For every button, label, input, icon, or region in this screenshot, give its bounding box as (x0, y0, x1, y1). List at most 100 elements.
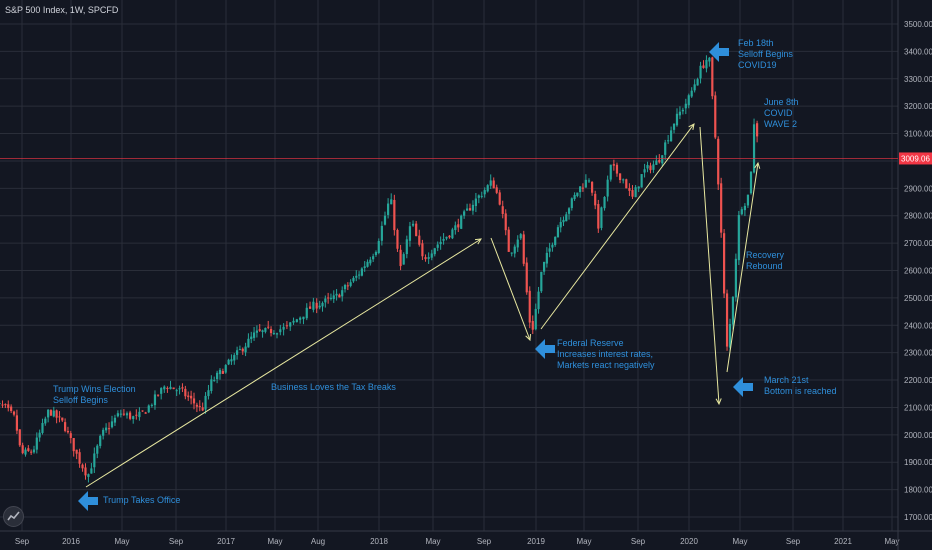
y-tick-label: 2700.00 (904, 239, 932, 248)
candle-up (175, 390, 178, 392)
candle-down (581, 187, 585, 189)
x-tick-label: Sep (631, 537, 646, 546)
candle-down (128, 412, 132, 419)
candle-up (640, 174, 643, 188)
candle-up (734, 258, 737, 298)
candle-up (125, 413, 129, 416)
candle-down (84, 467, 87, 476)
candle-down (308, 306, 312, 309)
candle-up (728, 324, 732, 348)
candle-down (69, 433, 72, 438)
candle-up (299, 317, 302, 320)
candle-down (615, 164, 619, 174)
candle-down (75, 449, 78, 454)
candle-up (366, 261, 369, 267)
candle-up (282, 326, 285, 330)
candle-up (275, 333, 279, 335)
candle-up (153, 394, 157, 406)
x-tick-label: 2016 (62, 537, 80, 546)
candle-up (675, 113, 679, 126)
candle-up (573, 194, 576, 200)
candle-down (144, 412, 147, 414)
candle-up (279, 329, 282, 333)
candle-up (210, 379, 213, 391)
trendline-fed-decline-arrowhead (525, 333, 532, 342)
candle-up (565, 214, 568, 222)
left-arrow-icon (535, 339, 555, 359)
candle-up (637, 186, 640, 189)
candle-up (24, 449, 27, 455)
candle-down (625, 179, 628, 189)
candle-down (597, 203, 600, 229)
candle-up (47, 409, 50, 418)
candle-up (147, 405, 150, 413)
candle-down (338, 294, 341, 298)
candle-up (684, 103, 687, 109)
candle-up (460, 215, 463, 229)
candle-down (628, 188, 631, 191)
candle-up (244, 346, 247, 353)
candle-up (576, 192, 579, 196)
x-tick-label: May (884, 537, 899, 546)
candle-up (442, 238, 445, 241)
candle-down (396, 229, 399, 249)
x-tick-label: Sep (786, 537, 801, 546)
candle-up (731, 296, 735, 325)
candle-down (61, 417, 64, 421)
annotation-june-8th: June 8th (764, 97, 799, 107)
candle-up (377, 241, 380, 254)
candle-down (27, 448, 30, 451)
candle-down (492, 180, 495, 189)
candle-up (559, 222, 562, 228)
trendline-covid-crash-arrowhead (715, 398, 722, 406)
y-tick-label: 3100.00 (904, 130, 932, 139)
trendline-recovery-arrowhead (754, 161, 761, 169)
candle-up (329, 297, 333, 299)
y-tick-label: 1900.00 (904, 458, 932, 467)
candle-down (156, 394, 160, 396)
candle-up (321, 302, 324, 307)
y-tick-label: 1700.00 (904, 513, 932, 522)
candle-up (324, 298, 327, 303)
candle-down (49, 410, 53, 416)
candle-up (132, 416, 135, 420)
candle-down (424, 257, 427, 260)
candle-up (349, 282, 352, 286)
candle-up (247, 338, 250, 348)
candle-down (78, 452, 81, 464)
candle-up (272, 333, 275, 335)
candle-up (160, 388, 163, 394)
candle-down (525, 262, 528, 293)
candle-up (471, 204, 475, 211)
candle-up (233, 355, 236, 361)
candle-up (445, 236, 448, 239)
candle-up (534, 308, 537, 330)
candle-up (261, 330, 264, 332)
candle-up (374, 252, 378, 256)
candle-down (15, 415, 19, 431)
candle-up (207, 390, 210, 397)
y-tick-label: 2500.00 (904, 294, 932, 303)
candle-up (436, 244, 439, 248)
annotation-feb-18th: Feb 18th (738, 38, 774, 48)
y-tick-label: 1800.00 (904, 486, 932, 495)
candle-up (369, 259, 372, 264)
candle-down (201, 407, 204, 411)
candle-up (204, 395, 207, 410)
tradingview-logo-icon[interactable] (3, 506, 24, 527)
y-tick-label: 2000.00 (904, 431, 932, 440)
left-arrow-icon (733, 377, 753, 397)
candle-up (519, 234, 522, 239)
candle-down (190, 395, 193, 399)
candle-up (363, 266, 366, 268)
candle-up (667, 140, 670, 142)
candle-down (18, 429, 21, 446)
candle-down (418, 235, 421, 245)
candle-up (0, 403, 1, 405)
candle-up (672, 123, 676, 130)
candle-up (439, 241, 442, 245)
candle-up (690, 90, 693, 97)
candle-up (603, 196, 606, 209)
